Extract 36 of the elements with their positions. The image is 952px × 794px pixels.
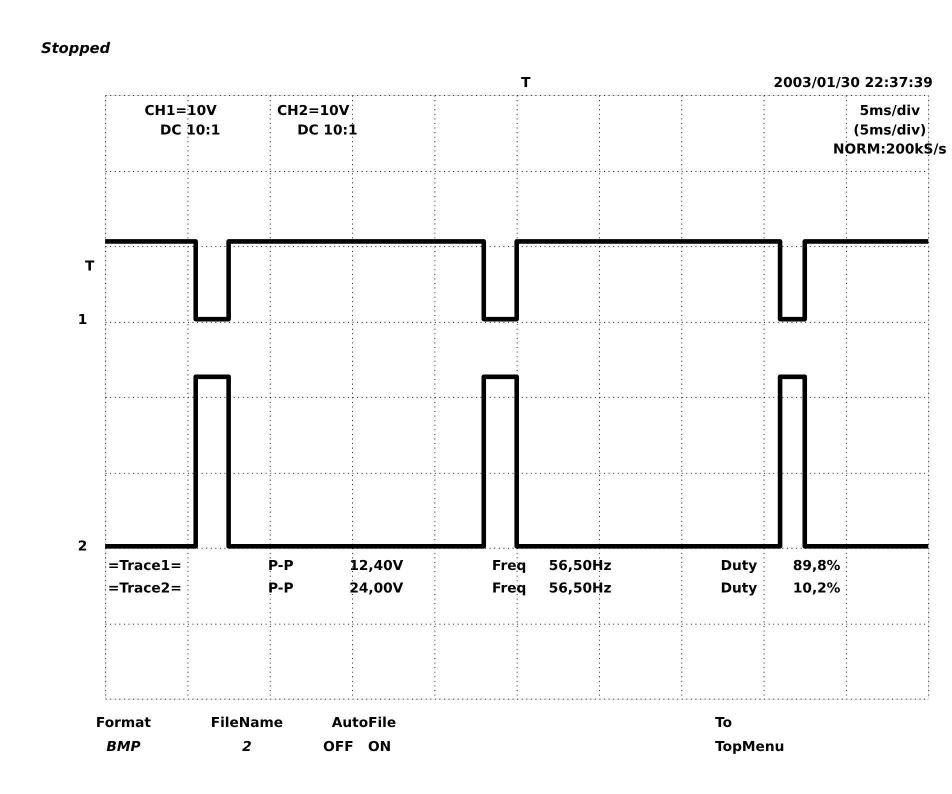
text: DC 10:1 xyxy=(160,122,220,138)
text: T xyxy=(521,74,532,91)
text: DC 10:1 xyxy=(297,122,358,138)
text: Format xyxy=(96,715,152,732)
chart-title: Stopped xyxy=(41,40,111,58)
text: (5ms/div) xyxy=(853,122,926,138)
text: =Trace1= xyxy=(108,558,182,574)
text: T xyxy=(85,258,96,275)
text: 56,50Hz xyxy=(548,558,612,574)
text: 1 xyxy=(78,312,88,328)
text: 10,2% xyxy=(792,580,841,597)
text: AutoFile xyxy=(332,715,396,732)
text: TopMenu xyxy=(715,738,784,755)
text: P-P xyxy=(268,580,294,597)
text: Duty xyxy=(720,580,758,597)
text: ON xyxy=(368,738,392,755)
text: 5ms/div xyxy=(860,103,920,120)
text: 2 xyxy=(78,538,88,555)
text: P-P xyxy=(268,558,294,574)
text: =Trace2= xyxy=(108,580,182,597)
text: NORM:200kS/s xyxy=(833,142,947,158)
text: 2003/01/30 22:37:39 xyxy=(774,74,933,91)
text: 24,00V xyxy=(349,580,404,597)
text: 89,8% xyxy=(792,558,841,574)
text: CH1=10V xyxy=(144,103,218,120)
text: Duty xyxy=(720,558,758,574)
text: CH2=10V xyxy=(277,103,350,120)
text: Freq xyxy=(492,580,526,597)
text: 12,40V xyxy=(349,558,404,574)
text: 56,50Hz xyxy=(548,580,612,597)
text: BMP xyxy=(106,738,141,755)
text: Freq xyxy=(492,558,526,574)
text: 2 xyxy=(242,738,252,755)
text: To xyxy=(715,715,732,732)
text: OFF xyxy=(323,738,354,755)
text: FileName xyxy=(210,715,284,732)
